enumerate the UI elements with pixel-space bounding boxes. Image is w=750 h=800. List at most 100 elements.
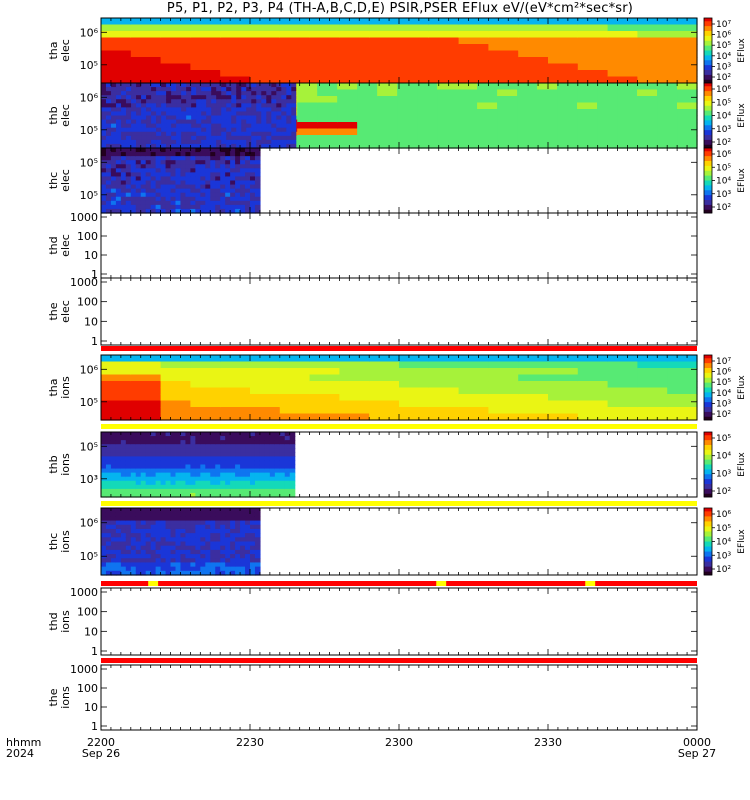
spectrogram-cell [126, 115, 132, 121]
spectrogram-cell [274, 472, 281, 478]
spectrogram-cell [180, 460, 187, 466]
spectrogram-cell [206, 107, 212, 113]
spectrogram-cell [180, 160, 187, 165]
spectrogram-cell [155, 156, 162, 161]
spectrogram-cell [236, 83, 242, 88]
spectrogram-cell [245, 152, 251, 157]
spectrogram-cell [105, 516, 112, 522]
spectrogram-cell [250, 204, 256, 210]
spectrogram-cell [160, 180, 167, 186]
spectrogram-cell [399, 374, 430, 382]
spectrogram-cell [140, 440, 147, 445]
spectrogram-cell [130, 528, 137, 534]
spectrogram-cell [160, 188, 167, 194]
y-axis-label: thbelec [47, 104, 72, 127]
spectrogram-cell [577, 413, 609, 421]
spectrogram-cell [145, 476, 152, 482]
spectrogram-cell [240, 156, 246, 161]
colorbar-step [704, 392, 712, 395]
spectrogram-cell [145, 184, 152, 190]
spectrogram-cell [339, 387, 370, 395]
spectrogram-cell [195, 492, 201, 498]
spectrogram-cell [195, 208, 201, 214]
spectrogram-cell [254, 488, 261, 494]
colorbar-step [704, 363, 712, 366]
spectrogram-cell [236, 103, 242, 108]
spectrogram-cell [518, 413, 549, 421]
spectrogram-cell [488, 413, 519, 421]
spectrogram-cell [125, 184, 132, 190]
spectrogram-cell [216, 107, 222, 113]
spectrogram-cell [488, 31, 519, 39]
spectrogram-cell [136, 115, 142, 121]
spectrogram-cell [170, 180, 177, 186]
spectrogram-cell [677, 135, 698, 143]
spectrogram-cell [175, 148, 182, 153]
spectrogram-cell [235, 484, 241, 490]
spectrogram-cell [667, 24, 698, 32]
spectrogram-cell [190, 172, 196, 178]
colorbar-tick-label: 10⁷ [716, 357, 731, 367]
spectrogram-cell [171, 99, 177, 104]
spectrogram-cell [369, 374, 400, 382]
colorbar-step [704, 133, 712, 136]
spectrogram-cell [160, 164, 167, 169]
spectrogram-cell [230, 436, 236, 441]
colorbar-step [704, 364, 712, 367]
spectrogram-cell [637, 24, 668, 32]
spectrogram-cell [190, 164, 196, 169]
spectrogram-cell [195, 432, 201, 437]
spectrogram-cell [225, 184, 231, 190]
spectrogram-cell [246, 135, 252, 141]
spectrogram-cell [105, 160, 112, 165]
spectrogram-cell [339, 50, 370, 58]
spectrogram-cell [607, 24, 638, 32]
spectrogram-cell [140, 533, 147, 538]
y-tick-label: 1 [91, 335, 98, 348]
spectrogram-cell [220, 355, 251, 363]
spectrogram-cell [130, 444, 137, 449]
spectrogram-cell [156, 99, 162, 104]
spectrogram-cell [160, 24, 191, 32]
spectrogram-cell [190, 31, 221, 39]
spectrogram-cell [220, 168, 226, 173]
colorbar-step [704, 81, 712, 84]
spectrogram-cell [165, 448, 172, 453]
spectrogram-cell [397, 122, 418, 130]
spectrogram-cell [637, 135, 658, 143]
spectrogram-cell [291, 83, 297, 88]
spectrogram-cell [250, 476, 256, 482]
spectrogram-cell [111, 143, 117, 149]
spectrogram-cell [276, 115, 282, 121]
spectrogram-cell [220, 184, 226, 190]
spectrogram-cell [215, 164, 221, 169]
spectrogram-cell [220, 444, 226, 449]
spectrogram-cell [437, 141, 458, 149]
spectrogram-cell [165, 176, 172, 182]
spectrogram-cell [110, 524, 117, 530]
spectrogram-cell [250, 37, 281, 45]
spectrogram-cell [101, 156, 107, 161]
spectrogram-cell [180, 200, 187, 206]
spectrogram-cell [274, 488, 281, 494]
spectrogram-cell [160, 204, 167, 210]
spectrogram-cell [105, 196, 112, 202]
spectrogram-cell [428, 413, 460, 421]
spectrogram-cell [317, 109, 338, 117]
spectrogram-cell [210, 452, 216, 457]
spectrogram-cell [101, 394, 132, 402]
spectrogram-cell [115, 476, 122, 482]
spectrogram-cell [276, 87, 282, 92]
y-tick-label: 10 [84, 249, 98, 262]
spectrogram-cell [261, 91, 267, 96]
spectrogram-cell [130, 31, 162, 39]
spectrogram-cell [125, 468, 132, 474]
colorbar-step [704, 97, 712, 100]
spectrogram-cell [176, 111, 182, 117]
spectrogram-cell [205, 492, 211, 498]
spectrogram-cell [254, 456, 261, 462]
spectrogram-cell [279, 464, 286, 470]
spectrogram-cell [115, 156, 122, 161]
spectrogram-cell [111, 135, 117, 141]
